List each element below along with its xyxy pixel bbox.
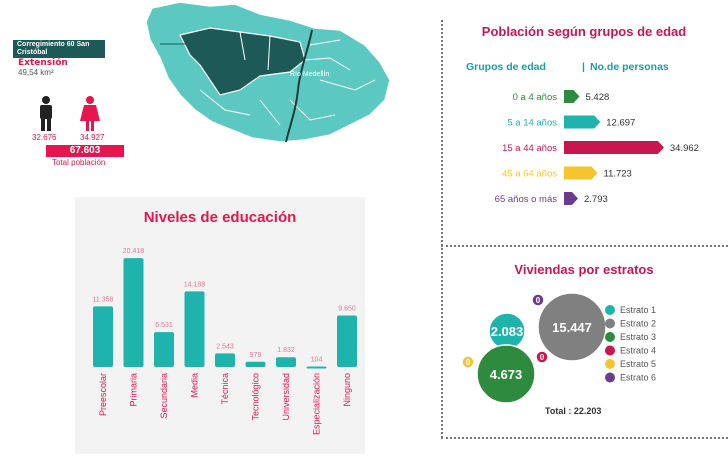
education-chart: Niveles de educación 11.358 Preescolar 20.… bbox=[93, 209, 357, 435]
age-category-label: 45 a 64 años bbox=[502, 169, 557, 180]
education-category-label: Universidad bbox=[281, 373, 291, 421]
age-chart-title: Población según grupos de edad bbox=[481, 24, 687, 39]
legend-entry: Estrato 2 bbox=[620, 319, 656, 329]
legend-swatch bbox=[605, 345, 615, 356]
age-category-label: 65 años o más bbox=[495, 194, 558, 205]
housing-bubble-label: 0 bbox=[540, 353, 545, 362]
education-category-label: Tecnológico bbox=[251, 373, 261, 421]
legend-entry: Estrato 5 bbox=[620, 359, 656, 369]
river-label: Río Medellín bbox=[290, 71, 329, 78]
female-count: 34.927 bbox=[80, 133, 105, 142]
age-bar bbox=[564, 141, 664, 154]
education-bar bbox=[184, 291, 205, 367]
legend-entry: Estrato 1 bbox=[620, 305, 656, 315]
education-bar bbox=[306, 366, 327, 369]
age-chart: 0 a 4 años 5.428 5 a 14 años 12.697 15 a 44 … bbox=[495, 90, 699, 205]
housing-bubble-label: 0 bbox=[466, 358, 471, 367]
legend-entry: Estrato 6 bbox=[620, 373, 656, 383]
housing-bubble-label: 4.673 bbox=[490, 367, 523, 382]
legend-swatch bbox=[605, 372, 615, 383]
map-highlight-region bbox=[179, 27, 306, 96]
education-category-label: Técnica bbox=[220, 373, 230, 405]
age-value-label: 5.428 bbox=[586, 92, 610, 103]
housing-bubble bbox=[476, 344, 536, 404]
education-bar bbox=[276, 357, 296, 367]
education-title: Niveles de educación bbox=[144, 209, 297, 226]
education-category-label: Media bbox=[190, 373, 200, 398]
age-value-label: 2.793 bbox=[584, 194, 608, 205]
male-icon bbox=[40, 96, 52, 131]
total-population-label: Total población bbox=[52, 158, 106, 167]
education-category-label: Ninguno bbox=[342, 373, 352, 407]
extension-value: 49,54 km² bbox=[18, 68, 54, 77]
education-panel bbox=[75, 197, 365, 454]
extension-title: Extensión bbox=[18, 58, 68, 68]
education-bar bbox=[123, 258, 144, 367]
age-bar bbox=[564, 90, 580, 103]
education-value-label: 104 bbox=[311, 356, 323, 363]
education-value-label: 20.418 bbox=[123, 248, 145, 255]
total-population: 67.603 bbox=[46, 145, 124, 157]
education-value-label: 14.188 bbox=[184, 281, 206, 288]
housing-bubble bbox=[535, 350, 549, 364]
housing-total: Total : 22.203 bbox=[545, 406, 602, 416]
education-category-label: Primaria bbox=[129, 373, 139, 407]
education-category-label: Secundaria bbox=[159, 373, 169, 419]
corregimiento-label: Corregimiento 60 San Cristóbal bbox=[13, 40, 105, 58]
education-bar bbox=[337, 315, 357, 367]
education-bar bbox=[154, 332, 174, 367]
education-value-label: 979 bbox=[250, 352, 262, 359]
age-header-left: Grupos de edad bbox=[466, 61, 546, 73]
education-bar bbox=[215, 353, 235, 367]
age-category-label: 0 a 4 años bbox=[513, 92, 558, 103]
gender-icons bbox=[40, 96, 100, 131]
education-value-label: 11.358 bbox=[93, 296, 114, 303]
education-category-label: Especialización bbox=[312, 373, 322, 435]
education-value-label: 9.650 bbox=[338, 306, 356, 313]
age-bar bbox=[564, 115, 601, 129]
river-line bbox=[285, 29, 313, 143]
age-category-label: 5 a 14 años bbox=[507, 118, 557, 129]
panel-divider-middle bbox=[441, 245, 728, 247]
female-icon bbox=[80, 96, 100, 131]
male-count: 32.676 bbox=[32, 133, 57, 142]
legend-swatch bbox=[605, 318, 615, 329]
legend-entry: Estrato 3 bbox=[620, 332, 656, 342]
education-value-label: 1.832 bbox=[277, 347, 295, 354]
panel-divider-left bbox=[441, 20, 443, 438]
age-bar bbox=[564, 166, 598, 180]
housing-bubble bbox=[537, 292, 607, 362]
age-header-right: No.de personas bbox=[590, 61, 669, 73]
age-value-label: 34.962 bbox=[670, 143, 699, 154]
age-header-sep: | bbox=[582, 61, 585, 73]
housing-bubble-label: 15.447 bbox=[552, 320, 592, 335]
age-value-label: 12.697 bbox=[606, 118, 635, 129]
legend-entry: Estrato 4 bbox=[620, 346, 656, 356]
housing-bubble bbox=[461, 355, 475, 369]
age-bar bbox=[564, 192, 578, 205]
district-map: Río Medellín bbox=[145, 1, 391, 143]
education-value-label: 2.543 bbox=[216, 343, 234, 350]
legend-swatch bbox=[605, 332, 615, 342]
housing-chart-title: Viviendas por estratos bbox=[514, 262, 654, 277]
education-value-label: 6.531 bbox=[155, 322, 173, 329]
map-borders bbox=[199, 31, 376, 126]
age-category-label: 15 a 44 años bbox=[502, 143, 557, 154]
housing-chart: 15.447 2.083 4.673 0 0 0 Estrato 1 Estrato 2 Es… bbox=[461, 292, 656, 404]
age-value-label: 11.723 bbox=[603, 169, 631, 180]
housing-bubble bbox=[531, 293, 545, 307]
legend-swatch bbox=[605, 359, 615, 369]
panel-divider-bottom bbox=[441, 437, 728, 439]
housing-bubble-label: 0 bbox=[536, 296, 541, 305]
education-bar bbox=[93, 306, 113, 367]
education-bar bbox=[245, 361, 266, 367]
education-category-label: Preescolar bbox=[98, 373, 108, 416]
housing-bubble-label: 2.083 bbox=[491, 324, 524, 339]
legend-swatch bbox=[605, 305, 615, 315]
